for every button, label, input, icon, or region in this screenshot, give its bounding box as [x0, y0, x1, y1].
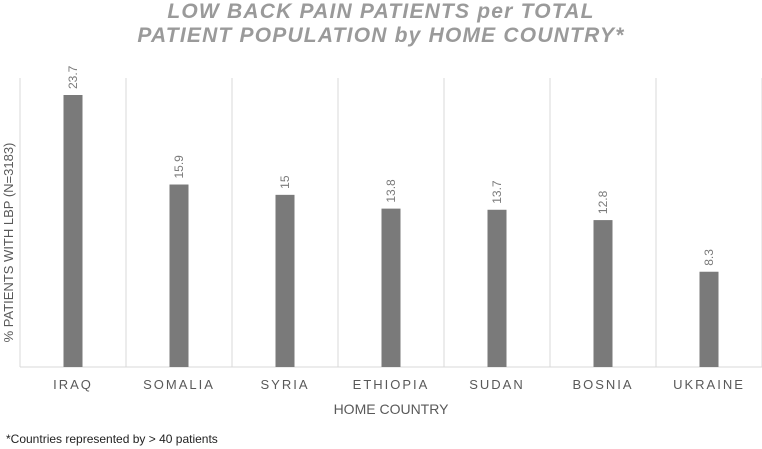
tick-label-ukraine: UKRAINE — [673, 377, 745, 392]
bar-sudan — [487, 209, 507, 367]
data-label-iraq: 23.7 — [66, 65, 80, 89]
data-label-bosnia: 12.8 — [596, 190, 610, 214]
chart-footnote: *Countries represented by > 40 patients — [6, 432, 218, 446]
bar-ethiopia — [381, 208, 401, 367]
data-label-somalia: 15.9 — [172, 155, 186, 179]
data-label-sudan: 13.7 — [490, 180, 504, 204]
tick-label-bosnia: BOSNIA — [572, 377, 633, 392]
tick-label-iraq: IRAQ — [53, 377, 93, 392]
bar-iraq — [63, 95, 83, 367]
bar-ukraine — [699, 271, 719, 367]
bar-syria — [275, 194, 295, 367]
data-label-syria: 15 — [278, 175, 292, 189]
data-label-ethiopia: 13.8 — [384, 179, 398, 203]
tick-label-sudan: SUDAN — [469, 377, 525, 392]
chart-title-line-2: PATIENT POPULATION by HOME COUNTRY* — [137, 24, 625, 47]
data-label-ukraine: 8.3 — [702, 249, 716, 266]
tick-label-ethiopia: ETHIOPIA — [353, 377, 430, 392]
bar-bosnia — [593, 220, 613, 367]
tick-label-syria: SYRIA — [260, 377, 309, 392]
tick-label-somalia: SOMALIA — [143, 377, 215, 392]
x-axis-title: HOME COUNTRY — [334, 401, 450, 417]
y-axis-title: % PATIENTS WITH LBP (N=3183) — [1, 143, 16, 343]
bar-somalia — [169, 184, 189, 367]
chart-title-line-1: LOW BACK PAIN PATIENTS per TOTAL — [167, 0, 595, 23]
